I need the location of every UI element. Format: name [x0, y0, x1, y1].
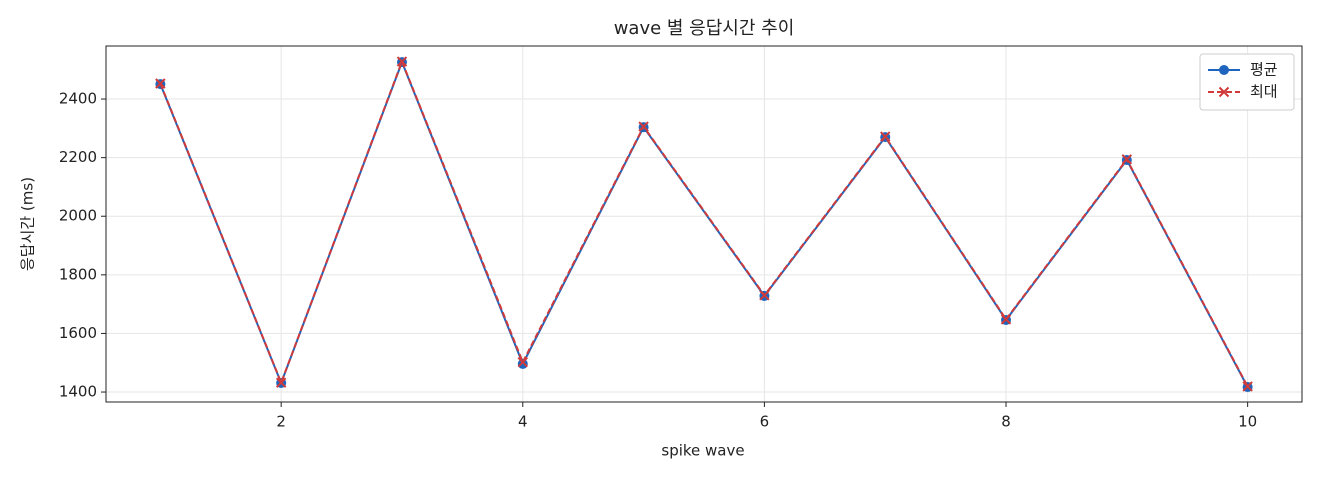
point [638, 121, 649, 132]
x-tick-label: 10 [1238, 413, 1257, 431]
legend-marker [1219, 65, 1229, 75]
y-tick-label: 2400 [59, 90, 97, 108]
x-tick-label: 8 [1001, 413, 1011, 431]
x-tick-label: 6 [760, 413, 770, 431]
y-tick-label: 1400 [59, 383, 97, 401]
x-axis-label: spike wave [661, 442, 744, 460]
point [1242, 381, 1253, 392]
point [396, 56, 408, 67]
y-tick-label: 1800 [59, 265, 97, 283]
legend-label: 평균 [1250, 61, 1278, 79]
series-line [159, 58, 1249, 387]
point [1121, 154, 1133, 165]
point [275, 377, 287, 388]
y-tick-label: 2000 [59, 207, 97, 225]
point [517, 358, 528, 369]
x-tick-label: 4 [518, 413, 528, 431]
legend-marker [1218, 86, 1230, 98]
point [880, 131, 891, 142]
y-tick-label: 1600 [59, 324, 97, 342]
point [155, 78, 166, 89]
y-tick-label: 2200 [59, 148, 97, 166]
plot-frame [105, 45, 1303, 403]
chart-title: wave 별 응답시간 추이 [614, 18, 795, 39]
point [1000, 314, 1012, 325]
x-tick-label: 2 [276, 413, 286, 431]
y-axis-label: 응답시간 (ms) [19, 177, 37, 271]
legend-box [1199, 53, 1295, 111]
point [759, 290, 770, 301]
legend-label: 최대 [1250, 83, 1278, 101]
point [517, 356, 528, 368]
series-line [159, 59, 1249, 388]
